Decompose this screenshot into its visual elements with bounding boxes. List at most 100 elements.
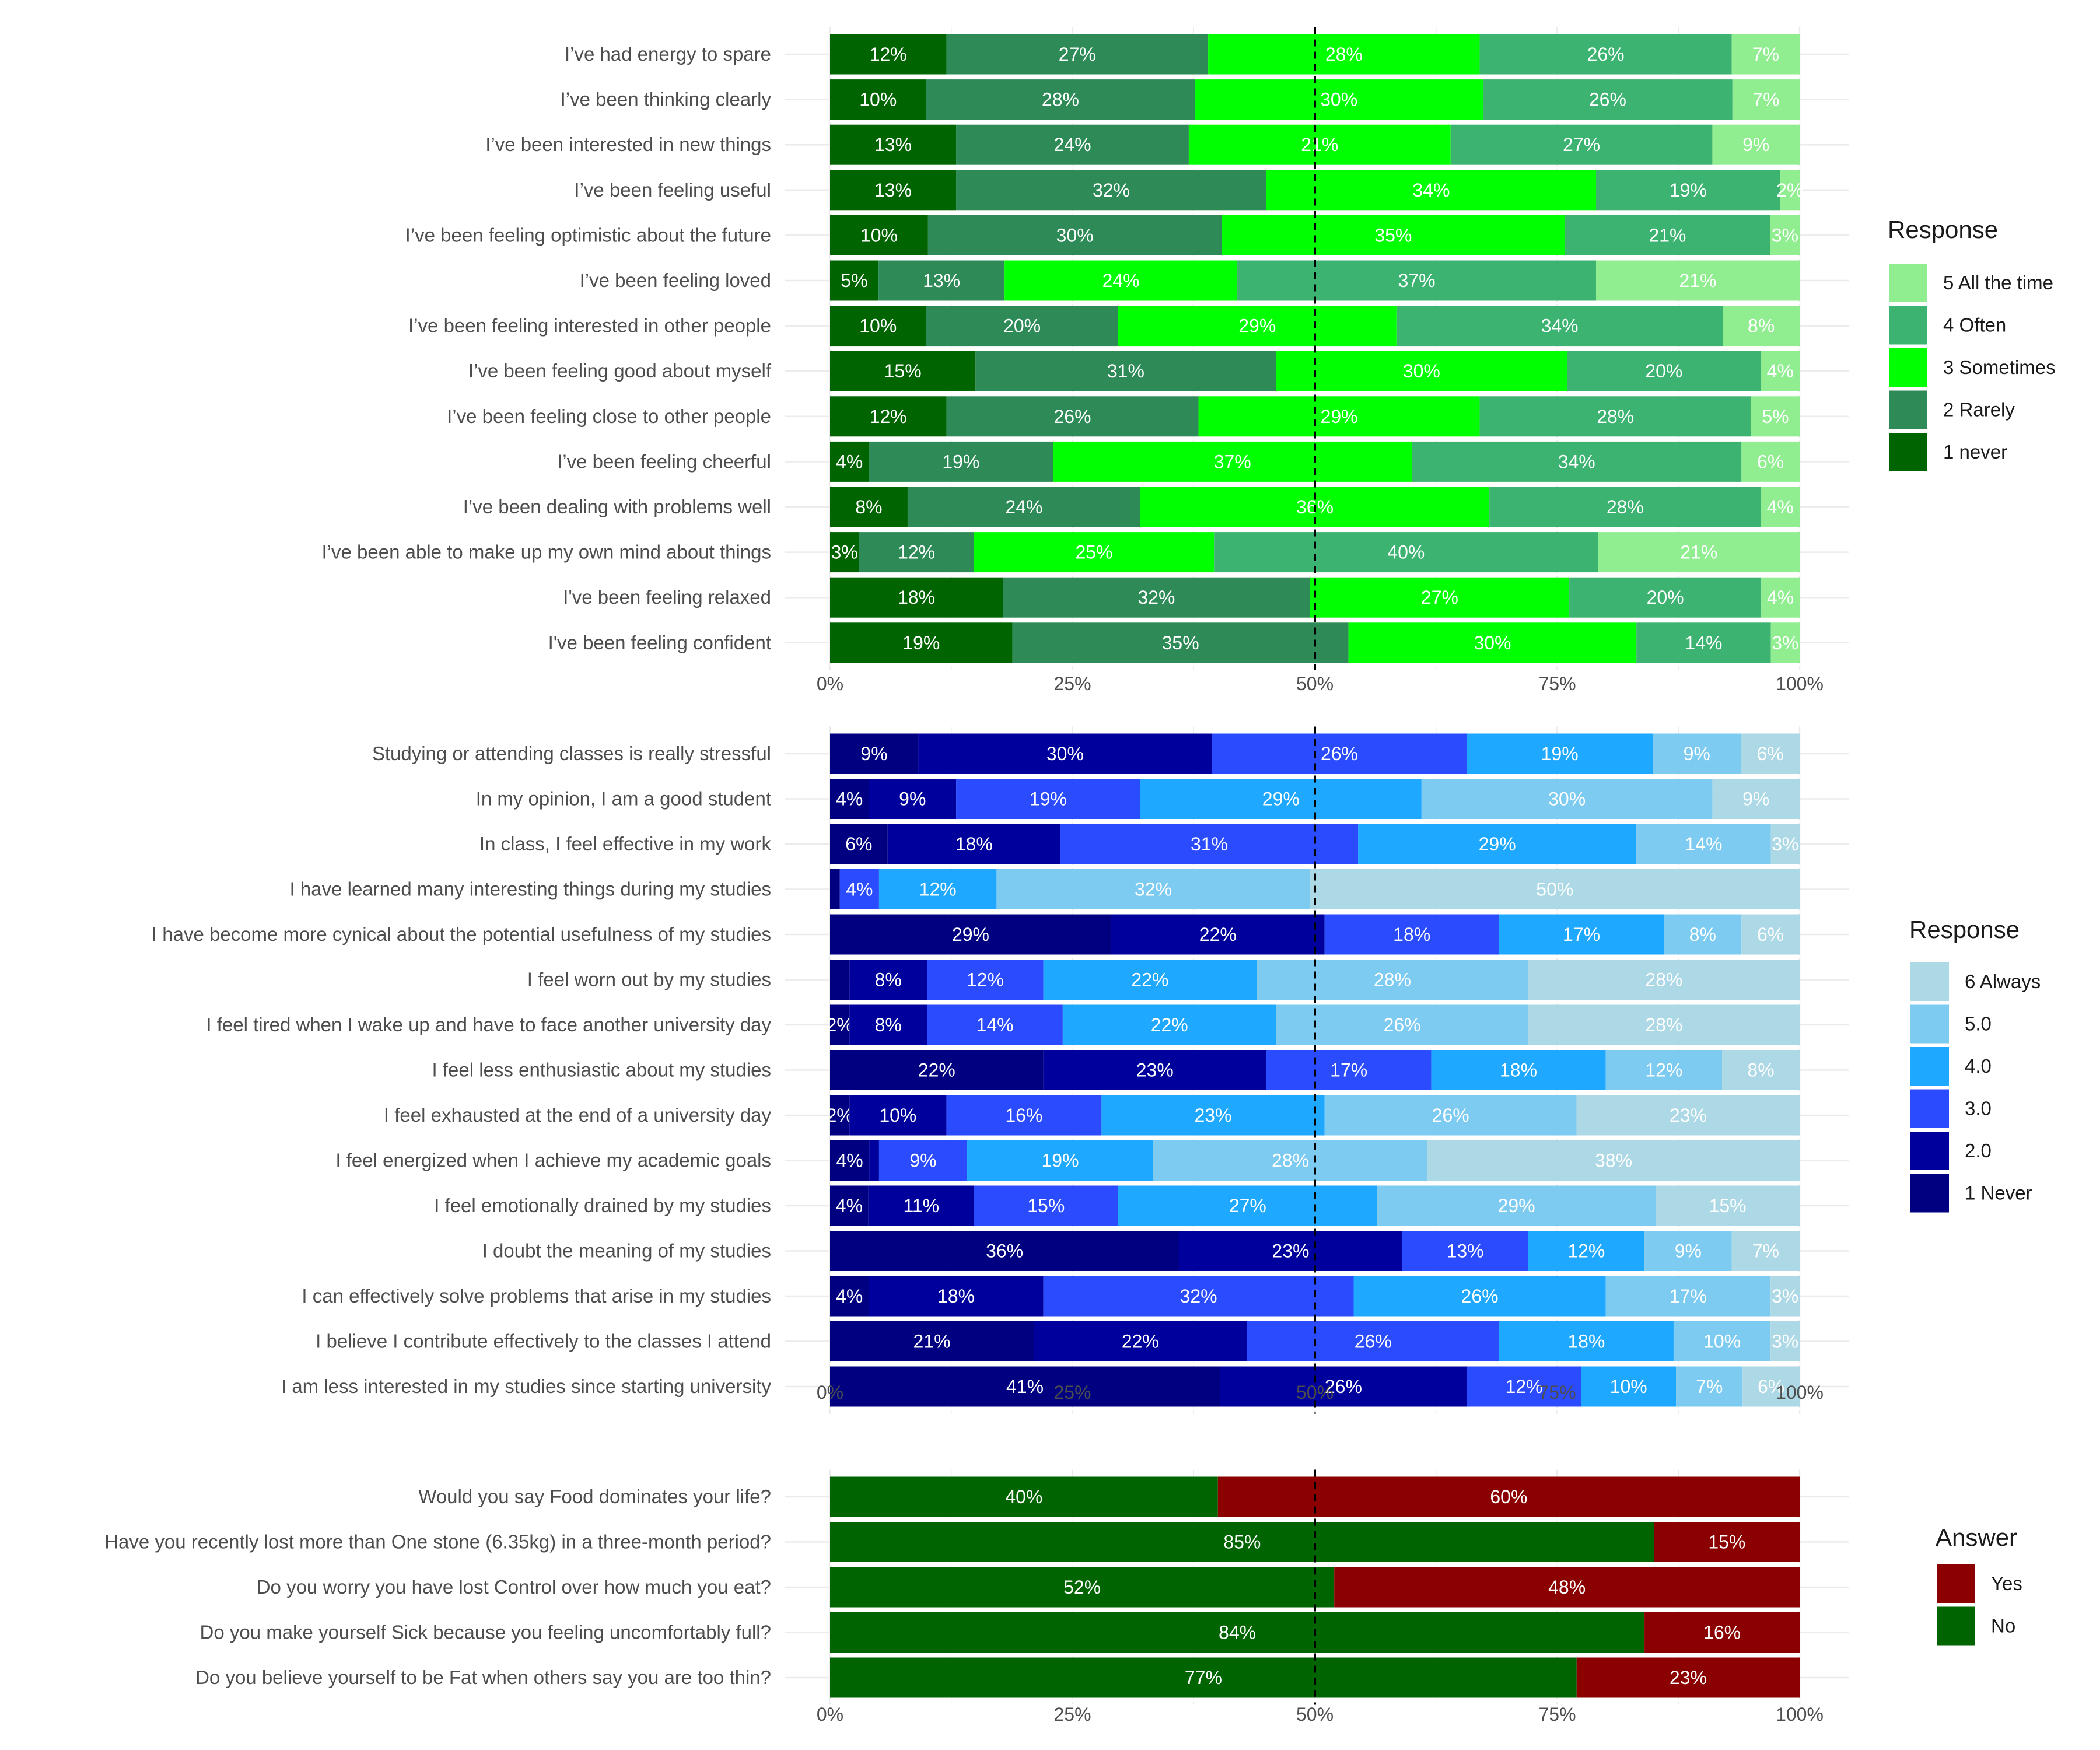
data-label: 6% — [845, 834, 872, 855]
data-label: 26% — [1054, 406, 1091, 427]
legend-item-label: 1 Never — [1965, 1182, 2032, 1204]
bar-segment — [830, 170, 957, 211]
bar-segment — [927, 1005, 1063, 1045]
bar-segment — [1712, 779, 1800, 819]
category-label: I have become more cynical about the pot… — [152, 923, 771, 945]
bar-segment — [1528, 1231, 1645, 1271]
bar-segment — [1636, 622, 1771, 663]
category-label: I’ve been able to make up my own mind ab… — [322, 541, 771, 563]
data-label: 21% — [1680, 542, 1717, 563]
legend-item-label: 2.0 — [1965, 1140, 1992, 1161]
data-label: 30% — [1548, 789, 1586, 810]
bar-segment — [849, 960, 928, 1000]
bar-segment — [1576, 1095, 1800, 1136]
category-label: Studying or attending classes is really … — [372, 743, 771, 764]
bar-segment — [1450, 124, 1713, 165]
bar-segment — [830, 34, 947, 75]
chart-panel-2: Studying or attending classes is really … — [152, 726, 2041, 1414]
data-label: 26% — [1321, 743, 1358, 764]
bar-segment — [1644, 1231, 1732, 1271]
bar-segment — [830, 1050, 1044, 1090]
bar-segment — [1310, 869, 1800, 909]
bar-segment — [1276, 351, 1567, 391]
bar-segment — [1101, 1095, 1325, 1136]
category-label: Do you believe yourself to be Fat when o… — [195, 1667, 771, 1688]
data-label: 12% — [967, 970, 1004, 991]
data-label: 8% — [1747, 1060, 1774, 1081]
legend-item-label: 4 Often — [1943, 314, 2006, 336]
data-label: 21% — [1301, 134, 1338, 155]
bar-segment — [1760, 487, 1800, 527]
bar-segment — [1742, 1366, 1800, 1407]
bar-segment — [1427, 1140, 1800, 1181]
data-label: 26% — [1589, 89, 1626, 110]
data-label: 4% — [836, 789, 863, 810]
bar-segment — [1466, 1366, 1581, 1407]
data-label: 30% — [1056, 225, 1094, 246]
chart-panel-3: Would you say Food dominates your life? 4… — [104, 1469, 2022, 1725]
legend-swatch — [1910, 1005, 1949, 1044]
bar-segment — [1770, 1321, 1800, 1362]
data-label: 11% — [903, 1195, 939, 1216]
bar-segment — [1053, 441, 1412, 482]
data-label: 5% — [1762, 406, 1788, 427]
bar-segment — [974, 532, 1214, 573]
data-label: 18% — [1567, 1331, 1605, 1352]
data-label: 6% — [1758, 1376, 1784, 1397]
bar-segment — [1118, 306, 1396, 346]
legend-title: Response — [1909, 916, 2020, 943]
bar-segment — [830, 577, 1003, 618]
bar-segment — [1334, 1567, 1800, 1608]
data-label: 24% — [1005, 496, 1042, 517]
data-label: 10% — [859, 316, 897, 337]
data-label: 7% — [1752, 89, 1779, 110]
data-label: 8% — [1748, 316, 1774, 337]
bar-segment — [830, 1140, 870, 1181]
legend-item-label: 6 Always — [1965, 971, 2041, 992]
data-label: 10% — [1703, 1331, 1741, 1352]
category-label: I believe I contribute effectively to th… — [316, 1331, 771, 1352]
data-label: 26% — [1325, 1376, 1362, 1397]
bar-segment — [1043, 1050, 1266, 1090]
data-label: 32% — [1135, 879, 1172, 900]
bar-segment — [1598, 532, 1800, 573]
bar-segment — [1140, 779, 1422, 819]
data-label: 7% — [1752, 1241, 1779, 1262]
data-label: 19% — [1041, 1150, 1079, 1171]
bar-segment — [1043, 960, 1257, 1000]
bar-segment — [1722, 1050, 1800, 1090]
category-label: I am less interested in my studies since… — [281, 1376, 772, 1397]
bar-segment — [926, 306, 1118, 346]
bar-segment — [1353, 1276, 1606, 1317]
legend-swatch — [1889, 433, 1927, 471]
data-label: 37% — [1214, 451, 1251, 472]
data-label: 3% — [1772, 1286, 1798, 1307]
data-label: 15% — [1708, 1532, 1745, 1553]
category-label: I can effectively solve problems that ar… — [302, 1285, 771, 1307]
bar-segment — [830, 960, 850, 1000]
bar-segment — [956, 779, 1140, 819]
data-label: 3% — [1772, 225, 1798, 246]
category-label: I’ve been feeling interested in other pe… — [408, 315, 771, 337]
bar-segment — [830, 869, 840, 909]
bar-segment — [946, 34, 1209, 75]
data-label: 22% — [1199, 924, 1237, 945]
bar-segment — [1780, 170, 1800, 211]
data-label: 36% — [986, 1241, 1023, 1262]
bar-segment — [878, 869, 997, 909]
data-label: 18% — [937, 1286, 975, 1307]
data-label: 9% — [1742, 789, 1769, 810]
data-label: 26% — [1587, 44, 1625, 65]
data-label: 26% — [1354, 1331, 1392, 1352]
x-tick-label: 25% — [1054, 1382, 1091, 1403]
bar-segment — [830, 622, 1013, 663]
data-label: 19% — [902, 632, 940, 653]
bar-segment — [1214, 532, 1598, 573]
x-tick-label: 75% — [1538, 673, 1576, 694]
data-label: 28% — [1374, 970, 1411, 991]
data-label: 29% — [1238, 316, 1276, 337]
bar-segment — [946, 396, 1199, 437]
category-label: I’ve had energy to spare — [565, 43, 771, 65]
data-label: 37% — [1398, 270, 1435, 291]
